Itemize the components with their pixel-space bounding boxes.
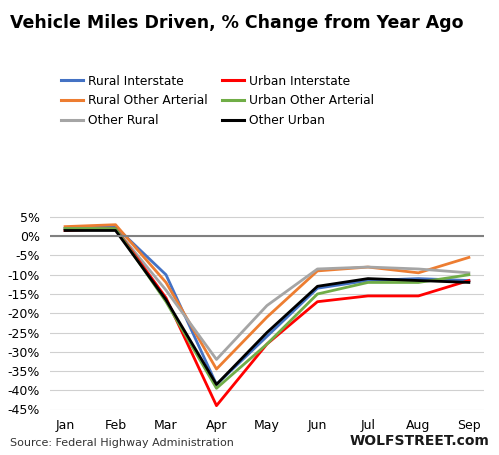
Rural Other Arterial	[163, 280, 169, 285]
Other Rural	[113, 226, 119, 231]
Rural Interstate	[113, 224, 119, 229]
Other Rural	[415, 266, 421, 272]
Other Urban	[214, 382, 220, 387]
Rural Interstate	[214, 382, 220, 387]
Urban Interstate	[415, 293, 421, 298]
Urban Other Arterial	[264, 341, 270, 347]
Rural Other Arterial	[365, 264, 371, 270]
Urban Other Arterial	[214, 385, 220, 391]
Other Urban	[113, 228, 119, 233]
Text: Vehicle Miles Driven, % Change from Year Ago: Vehicle Miles Driven, % Change from Year…	[10, 14, 464, 32]
Other Rural	[365, 264, 371, 270]
Rural Interstate	[62, 226, 68, 231]
Rural Other Arterial	[466, 255, 472, 260]
Other Rural	[214, 357, 220, 362]
Rural Interstate	[163, 272, 169, 278]
Line: Urban Other Arterial: Urban Other Arterial	[65, 228, 469, 388]
Text: Source: Federal Highway Administration: Source: Federal Highway Administration	[10, 438, 234, 448]
Rural Interstate	[365, 278, 371, 283]
Other Rural	[163, 288, 169, 293]
Other Urban	[314, 283, 320, 289]
Urban Other Arterial	[62, 226, 68, 231]
Other Urban	[264, 330, 270, 335]
Urban Other Arterial	[314, 291, 320, 297]
Other Urban	[466, 280, 472, 285]
Legend: Rural Interstate, Rural Other Arterial, Other Rural, Urban Interstate, Urban Oth: Rural Interstate, Rural Other Arterial, …	[56, 70, 379, 132]
Urban Interstate	[365, 293, 371, 298]
Urban Interstate	[113, 226, 119, 231]
Urban Other Arterial	[365, 280, 371, 285]
Other Urban	[163, 297, 169, 303]
Urban Other Arterial	[113, 226, 119, 231]
Other Rural	[314, 266, 320, 272]
Rural Other Arterial	[113, 222, 119, 228]
Other Urban	[62, 228, 68, 233]
Line: Urban Interstate: Urban Interstate	[65, 228, 469, 406]
Urban Interstate	[264, 341, 270, 347]
Urban Interstate	[62, 228, 68, 233]
Urban Other Arterial	[466, 272, 472, 278]
Rural Interstate	[264, 334, 270, 339]
Urban Interstate	[214, 403, 220, 409]
Urban Interstate	[163, 295, 169, 301]
Line: Rural Interstate: Rural Interstate	[65, 227, 469, 384]
Line: Other Urban: Other Urban	[65, 231, 469, 384]
Urban Other Arterial	[163, 299, 169, 304]
Other Rural	[62, 226, 68, 231]
Other Rural	[466, 270, 472, 276]
Rural Other Arterial	[264, 314, 270, 320]
Rural Interstate	[415, 276, 421, 281]
Urban Interstate	[466, 278, 472, 283]
Line: Other Rural: Other Rural	[65, 228, 469, 359]
Rural Interstate	[466, 278, 472, 283]
Rural Interstate	[314, 285, 320, 291]
Text: WOLFSTREET.com: WOLFSTREET.com	[349, 434, 489, 448]
Rural Other Arterial	[415, 270, 421, 276]
Urban Interstate	[314, 299, 320, 304]
Other Urban	[365, 276, 371, 281]
Line: Rural Other Arterial: Rural Other Arterial	[65, 225, 469, 369]
Urban Other Arterial	[415, 280, 421, 285]
Other Rural	[264, 303, 270, 308]
Rural Other Arterial	[314, 268, 320, 273]
Other Urban	[415, 278, 421, 283]
Rural Other Arterial	[214, 366, 220, 372]
Rural Other Arterial	[62, 224, 68, 229]
